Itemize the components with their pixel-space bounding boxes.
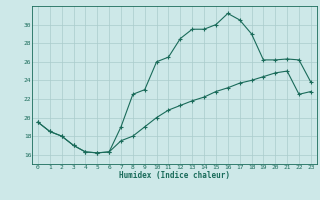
X-axis label: Humidex (Indice chaleur): Humidex (Indice chaleur) (119, 171, 230, 180)
